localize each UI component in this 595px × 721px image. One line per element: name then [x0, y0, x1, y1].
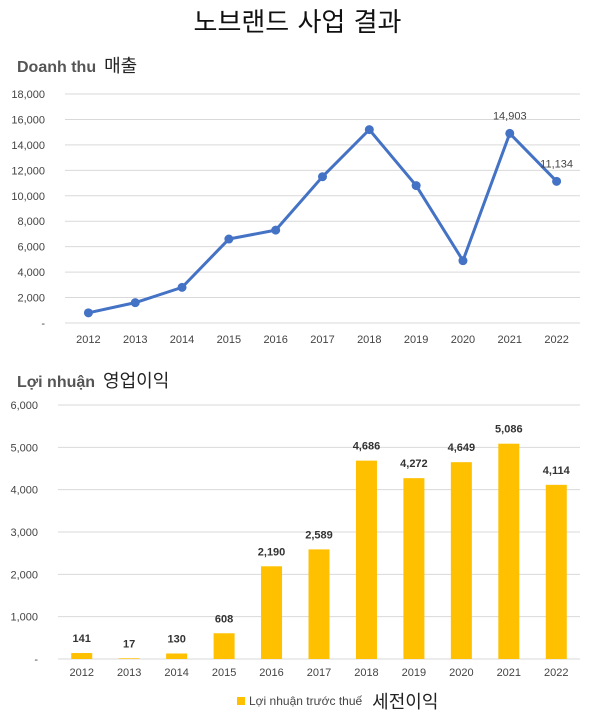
profit-x-tick-label: 2019 — [402, 667, 426, 679]
page-title: 노브랜드 사업 결과 — [193, 8, 402, 38]
revenue-data-point — [505, 128, 515, 138]
revenue-data-point — [458, 256, 468, 266]
profit-data-label: 5,086 — [495, 424, 523, 436]
revenue-y-tick-label: 10,000 — [11, 191, 45, 203]
revenue-y-tick-label: 14,000 — [11, 140, 45, 152]
profit-bar — [261, 566, 283, 659]
profit-x-tick-label: 2022 — [544, 667, 568, 679]
profit-data-label: 141 — [73, 633, 91, 645]
revenue-data-point — [271, 225, 281, 235]
profit-y-tick-label: 1,000 — [10, 612, 38, 624]
profit-x-tick-label: 2012 — [69, 667, 93, 679]
profit-y-tick-label: 5,000 — [10, 442, 38, 454]
revenue-y-tick-label: 8,000 — [17, 216, 45, 228]
profit-x-tick-label: 2021 — [497, 667, 521, 679]
profit-x-tick-label: 2020 — [449, 667, 473, 679]
profit-y-tick-label: 6,000 — [10, 400, 38, 412]
profit-data-label: 4,114 — [543, 465, 571, 477]
profit-y-tick-label: 3,000 — [10, 527, 38, 539]
revenue-y-tick-label: 18,000 — [11, 89, 45, 101]
profit-y-tick-label: 4,000 — [10, 485, 38, 497]
profit-bar — [498, 443, 520, 659]
profit-title-vi: Lợi nhuận — [17, 374, 96, 391]
profit-bar — [213, 633, 235, 659]
legend-swatch — [237, 697, 245, 705]
profit-data-label: 608 — [215, 613, 233, 625]
revenue-title-vi: Doanh thu — [17, 59, 97, 76]
revenue-x-tick-label: 2014 — [170, 334, 194, 346]
profit-x-tick-label: 2017 — [307, 667, 331, 679]
revenue-x-tick-label: 2018 — [357, 334, 381, 346]
profit-section-title: Lợi nhuận 영업이익 — [17, 367, 169, 393]
revenue-x-tick-label: 2013 — [123, 334, 147, 346]
profit-x-tick-label: 2013 — [117, 667, 141, 679]
profit-y-tick-label: - — [34, 654, 38, 666]
revenue-y-tick-label: 12,000 — [11, 165, 45, 177]
revenue-title-ko: 매출 — [104, 56, 138, 77]
revenue-data-point — [224, 234, 234, 244]
revenue-data-point — [364, 125, 374, 135]
revenue-y-tick-label: 4,000 — [17, 267, 45, 279]
profit-x-tick-label: 2015 — [212, 667, 236, 679]
revenue-x-tick-label: 2016 — [263, 334, 287, 346]
profit-bar — [450, 462, 472, 659]
revenue-x-tick-label: 2015 — [217, 334, 241, 346]
revenue-data-point — [318, 172, 327, 182]
profit-data-label: 4,686 — [353, 441, 381, 453]
revenue-x-tick-label: 2019 — [404, 334, 428, 346]
revenue-x-tick-label: 2012 — [76, 334, 100, 346]
revenue-y-tick-label: 6,000 — [17, 242, 45, 254]
profit-bar — [308, 549, 330, 659]
profit-bar — [71, 653, 93, 659]
profit-data-label: 2,190 — [258, 546, 286, 558]
profit-x-tick-label: 2018 — [354, 667, 378, 679]
revenue-data-point — [177, 282, 187, 292]
profit-legend: Lợi nhuận trước thuế 세전이익 — [237, 688, 438, 714]
profit-data-label: 17 — [123, 638, 135, 650]
revenue-section-title: Doanh thu 매출 — [17, 52, 137, 78]
revenue-x-tick-label: 2022 — [544, 334, 568, 346]
legend-label: Lợi nhuận trước thuế — [249, 694, 363, 708]
revenue-x-tick-label: 2017 — [310, 334, 334, 346]
revenue-data-point — [130, 298, 140, 308]
revenue-data-point — [83, 308, 93, 318]
profit-data-label: 4,649 — [448, 442, 476, 454]
profit-data-label: 130 — [167, 633, 185, 645]
legend-label-ko: 세전이익 — [372, 692, 439, 713]
profit-bar-chart: - 1,000 2,000 3,000 4,000 5,000 6,000 141 17 130 6… — [10, 400, 580, 679]
profit-bar — [355, 460, 377, 659]
profit-bar — [166, 653, 188, 659]
profit-data-label: 4,272 — [400, 458, 428, 470]
profit-bar — [403, 478, 425, 659]
profit-bar — [545, 484, 567, 659]
profit-title-ko: 영업이익 — [103, 371, 170, 392]
profit-bar — [118, 658, 140, 659]
profit-data-label: 2,589 — [305, 529, 333, 541]
revenue-data-label: 14,903 — [493, 110, 527, 122]
profit-x-tick-label: 2014 — [164, 667, 188, 679]
revenue-line-chart: - 2,000 4,000 6,000 8,000 10,000 12,000 14,000 1… — [11, 89, 580, 346]
revenue-y-tick-label: 16,000 — [11, 114, 45, 126]
profit-y-tick-label: 2,000 — [10, 569, 38, 581]
revenue-data-point — [552, 176, 562, 186]
profit-x-tick-label: 2016 — [259, 667, 283, 679]
revenue-x-tick-label: 2020 — [451, 334, 475, 346]
revenue-data-label: 11,134 — [540, 158, 573, 170]
revenue-y-tick-label: 2,000 — [17, 293, 45, 305]
revenue-y-tick-label: - — [41, 318, 45, 330]
revenue-x-tick-label: 2021 — [498, 334, 522, 346]
revenue-data-point — [411, 181, 421, 191]
